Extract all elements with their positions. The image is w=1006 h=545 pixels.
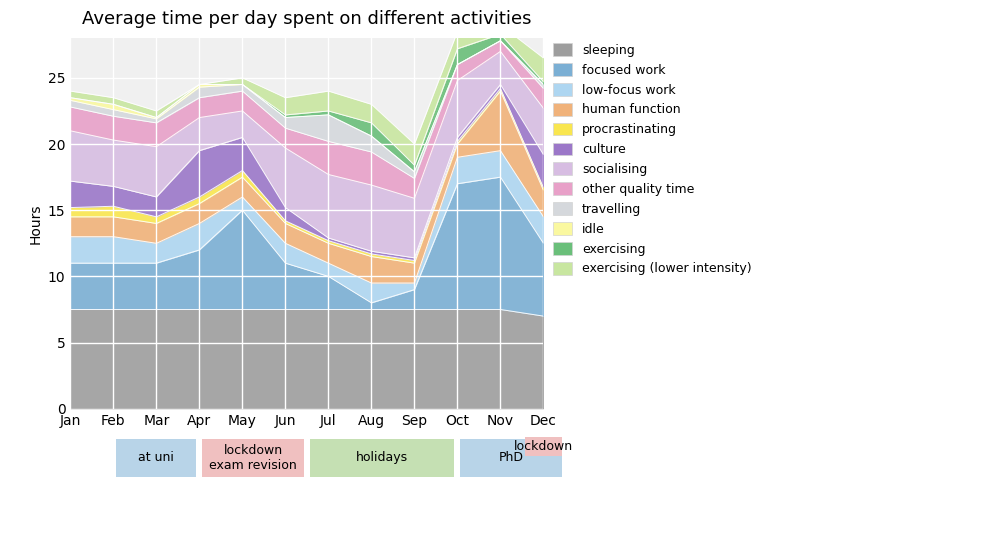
Y-axis label: Hours: Hours — [28, 203, 42, 244]
Text: PhD: PhD — [499, 451, 524, 464]
Text: lockdown
exam revision: lockdown exam revision — [209, 444, 297, 472]
Title: Average time per day spent on different activities: Average time per day spent on different … — [82, 10, 532, 28]
Legend: sleeping, focused work, low-focus work, human function, procrastinating, culture: sleeping, focused work, low-focus work, … — [548, 38, 757, 280]
Text: at uni: at uni — [139, 451, 174, 464]
Text: holidays: holidays — [356, 451, 408, 464]
Text: lockdown: lockdown — [514, 440, 573, 453]
